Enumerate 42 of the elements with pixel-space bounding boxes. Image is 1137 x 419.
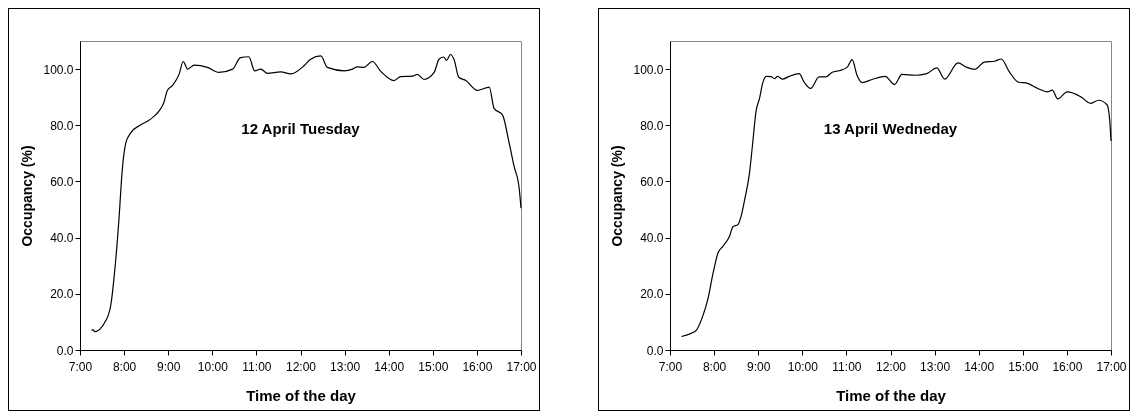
x-tick-label: 15:00 [418,359,449,374]
y-axis-title: Occupancy (%) [19,145,36,247]
y-tick-label: 100.0 [633,62,664,77]
y-tick-label: 80.0 [640,118,664,133]
y-tick-label: 0.0 [646,343,664,358]
x-axis-title: Time of the day [246,386,357,404]
y-tick-label: 20.0 [50,287,74,302]
x-tick-label: 17:00 [1096,359,1127,374]
x-tick-label: 16:00 [462,359,493,374]
x-tick-label: 11:00 [242,359,272,374]
annotation: 12 April Tuesday [241,120,361,137]
x-tick-label: 14:00 [964,359,995,374]
x-tick-label: 7:00 [68,359,93,374]
y-tick-label: 40.0 [640,231,664,246]
annotation: 13 April Wedneday [823,120,958,137]
x-tick-label: 8:00 [112,359,137,374]
line-series [90,53,522,333]
x-tick-label: 13:00 [330,359,361,374]
y-tick-label: 40.0 [50,231,74,246]
x-tick-label: 17:00 [506,359,537,374]
x-tick-label: 13:00 [920,359,951,374]
x-tick-label: 9:00 [747,359,771,374]
y-tick-label: 100.0 [43,62,74,77]
x-tick-label: 8:00 [702,359,727,374]
x-tick-label: 11:00 [832,359,862,374]
y-tick-label: 20.0 [640,287,664,302]
x-axis-title: Time of the day [836,386,947,404]
x-tick-label: 15:00 [1008,359,1039,374]
x-tick-label: 9:00 [157,359,181,374]
y-tick-label: 60.0 [640,174,664,189]
x-tick-label: 16:00 [1052,359,1083,374]
x-tick-label: 12:00 [875,359,907,374]
x-tick-label: 10:00 [197,359,229,374]
y-axis-title: Occupancy (%) [609,145,626,247]
y-tick-label: 60.0 [50,174,74,189]
x-tick-label: 14:00 [374,359,405,374]
y-tick-label: 80.0 [50,118,74,133]
x-tick-label: 12:00 [285,359,317,374]
y-tick-label: 0.0 [56,343,74,358]
x-tick-label: 10:00 [787,359,819,374]
x-tick-label: 7:00 [658,359,683,374]
line-series [680,58,1112,338]
